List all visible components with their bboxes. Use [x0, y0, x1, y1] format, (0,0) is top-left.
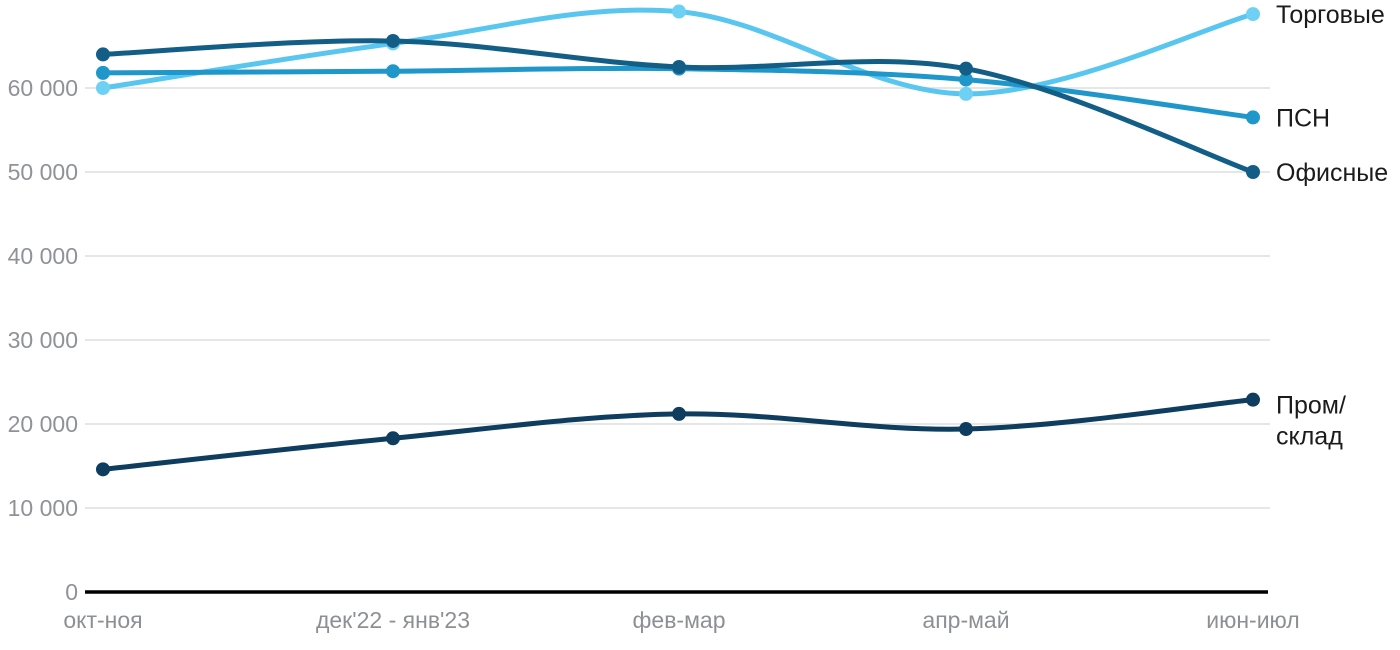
y-axis-tick-label: 30 000: [8, 327, 78, 353]
series-label: Торговые: [1276, 1, 1385, 29]
series-label: склад: [1276, 423, 1343, 451]
x-axis-tick-label: дек'22 - янв'23: [316, 607, 470, 633]
x-axis-tick-label: апр-май: [922, 607, 1009, 633]
series-marker: [96, 65, 110, 80]
series-marker: [386, 431, 400, 446]
series-marker: [96, 81, 110, 95]
x-axis-tick-label: фев-мар: [633, 607, 726, 633]
y-axis-tick-label: 0: [65, 579, 78, 605]
series-marker: [1246, 7, 1260, 22]
series-marker: [1246, 165, 1260, 179]
y-axis-tick-label: 60 000: [8, 75, 78, 101]
series-line: [100, 7, 1256, 97]
series-marker: [386, 64, 400, 79]
series-marker: [959, 72, 973, 87]
y-axis-tick-label: 20 000: [8, 411, 78, 437]
x-axis-tick-label: окт-ноя: [63, 607, 142, 633]
series-marker: [1246, 110, 1260, 125]
y-axis-tick-label: 50 000: [8, 159, 78, 185]
y-axis-tick-label: 40 000: [8, 243, 78, 269]
series-marker: [672, 4, 686, 19]
series-marker: [959, 61, 973, 76]
y-axis-tick-label: 10 000: [8, 495, 78, 521]
series-label: Офисные: [1276, 159, 1388, 187]
series-marker: [96, 462, 110, 477]
series-label: ПСН: [1276, 104, 1330, 132]
series-marker: [959, 86, 973, 101]
series-marker: [672, 60, 686, 74]
series-marker: [96, 47, 110, 62]
series-marker: [386, 33, 400, 48]
x-axis-tick-label: июн-июл: [1206, 607, 1299, 633]
series-marker: [1246, 392, 1260, 407]
series-label: Пром/: [1276, 392, 1346, 420]
series-marker: [959, 422, 973, 437]
series-marker: [672, 406, 686, 421]
